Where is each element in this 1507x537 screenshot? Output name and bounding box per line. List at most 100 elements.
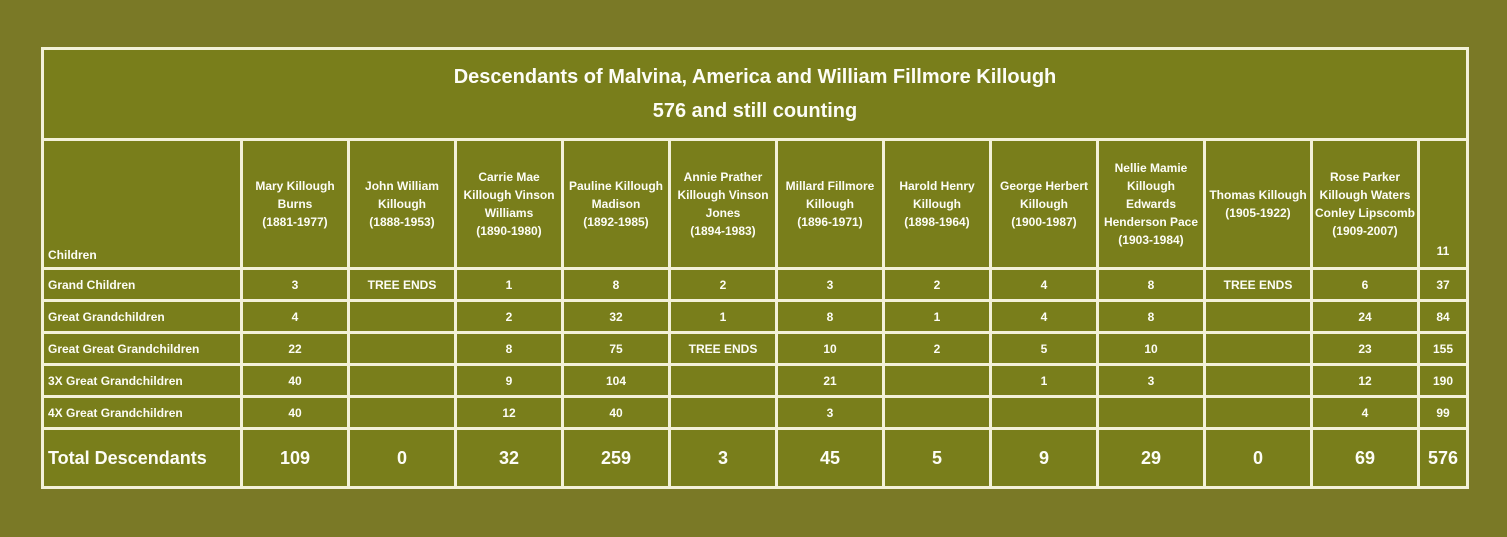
column-header-millard-fillmore: Millard Fillmore Killough (1896-1971) bbox=[778, 141, 882, 267]
cell-value bbox=[885, 398, 989, 427]
row-total: 190 bbox=[1420, 366, 1466, 395]
cell-value: 8 bbox=[564, 270, 668, 299]
cell-value bbox=[1206, 398, 1310, 427]
cell-value bbox=[350, 302, 454, 331]
row-total: 155 bbox=[1420, 334, 1466, 363]
cell-value: 1 bbox=[457, 270, 561, 299]
title-row: Descendants of Malvina, America and Will… bbox=[44, 50, 1466, 138]
person-name: Carrie Mae Killough Vinson Williams bbox=[463, 170, 555, 220]
cell-value: 259 bbox=[564, 430, 668, 486]
column-header-john-william: John William Killough (1888-1953) bbox=[350, 141, 454, 267]
person-dates: (1892-1985) bbox=[583, 215, 649, 229]
row-grand-children: Grand Children 3 TREE ENDS 1 8 2 3 2 4 8… bbox=[44, 270, 1466, 299]
person-dates: (1881-1977) bbox=[262, 215, 328, 229]
row-total-children: 11 bbox=[1420, 141, 1466, 267]
cell-value: 69 bbox=[1313, 430, 1417, 486]
cell-value: 1 bbox=[992, 366, 1096, 395]
person-dates: (1896-1971) bbox=[797, 215, 863, 229]
cell-value: 32 bbox=[564, 302, 668, 331]
row-label-children: Children bbox=[44, 141, 240, 267]
row-great-great-grandchildren: Great Great Grandchildren 22 8 75 TREE E… bbox=[44, 334, 1466, 363]
person-dates: (1903-1984) bbox=[1118, 233, 1184, 247]
cell-value: 22 bbox=[243, 334, 347, 363]
cell-value bbox=[350, 366, 454, 395]
person-name: Mary Killough Burns bbox=[255, 179, 335, 211]
cell-value bbox=[992, 398, 1096, 427]
cell-value: 4 bbox=[243, 302, 347, 331]
person-dates: (1888-1953) bbox=[369, 215, 435, 229]
cell-value: TREE ENDS bbox=[350, 270, 454, 299]
person-dates: (1900-1987) bbox=[1011, 215, 1077, 229]
cell-value: 75 bbox=[564, 334, 668, 363]
cell-value: 8 bbox=[1099, 302, 1203, 331]
cell-value bbox=[671, 366, 775, 395]
person-dates: (1898-1964) bbox=[904, 215, 970, 229]
column-header-thomas: Thomas Killough (1905-1922) bbox=[1206, 141, 1310, 267]
person-name: Annie Prather Killough Vinson Jones bbox=[677, 170, 769, 220]
cell-value bbox=[1099, 398, 1203, 427]
row-total: 99 bbox=[1420, 398, 1466, 427]
cell-value bbox=[885, 366, 989, 395]
grand-total: 576 bbox=[1420, 430, 1466, 486]
row-label: Total Descendants bbox=[44, 430, 240, 486]
cell-value: 40 bbox=[243, 366, 347, 395]
column-header-annie-prather: Annie Prather Killough Vinson Jones (189… bbox=[671, 141, 775, 267]
cell-value: 8 bbox=[778, 302, 882, 331]
table-subtitle: 576 and still counting bbox=[652, 100, 858, 122]
person-dates: (1890-1980) bbox=[476, 224, 542, 238]
column-header-rose-parker: Rose Parker Killough Waters Conley Lipsc… bbox=[1313, 141, 1417, 267]
table-title: Descendants of Malvina, America and Will… bbox=[453, 66, 1057, 88]
cell-value: 3 bbox=[778, 270, 882, 299]
table-title-cell: Descendants of Malvina, America and Will… bbox=[44, 50, 1466, 138]
cell-value: 109 bbox=[243, 430, 347, 486]
person-name: Thomas Killough bbox=[1209, 188, 1307, 202]
row-label: Great Grandchildren bbox=[44, 302, 240, 331]
cell-value: 10 bbox=[778, 334, 882, 363]
cell-value: 2 bbox=[885, 334, 989, 363]
cell-value: 0 bbox=[1206, 430, 1310, 486]
cell-value bbox=[1206, 302, 1310, 331]
column-header-harold-henry: Harold Henry Killough (1898-1964) bbox=[885, 141, 989, 267]
cell-value: 3 bbox=[1099, 366, 1203, 395]
cell-value: 40 bbox=[243, 398, 347, 427]
person-dates: (1894-1983) bbox=[690, 224, 756, 238]
header-row: Children Mary Killough Burns (1881-1977)… bbox=[44, 141, 1466, 267]
cell-value: 10 bbox=[1099, 334, 1203, 363]
column-header-nellie-mamie: Nellie Mamie Killough Edwards Henderson … bbox=[1099, 141, 1203, 267]
row-label: Great Great Grandchildren bbox=[44, 334, 240, 363]
cell-value: 6 bbox=[1313, 270, 1417, 299]
cell-value: 4 bbox=[1313, 398, 1417, 427]
cell-value: TREE ENDS bbox=[671, 334, 775, 363]
cell-value: 8 bbox=[457, 334, 561, 363]
cell-value: 5 bbox=[885, 430, 989, 486]
column-header-carrie-mae: Carrie Mae Killough Vinson Williams (189… bbox=[457, 141, 561, 267]
cell-value: 104 bbox=[564, 366, 668, 395]
row-3x-great-grandchildren: 3X Great Grandchildren 40 9 104 21 1 3 1… bbox=[44, 366, 1466, 395]
cell-value bbox=[350, 334, 454, 363]
column-header-george-herbert: George Herbert Killough (1900-1987) bbox=[992, 141, 1096, 267]
cell-value: 21 bbox=[778, 366, 882, 395]
cell-value: 8 bbox=[1099, 270, 1203, 299]
cell-value: 9 bbox=[992, 430, 1096, 486]
row-label: 3X Great Grandchildren bbox=[44, 366, 240, 395]
cell-value: 3 bbox=[671, 430, 775, 486]
cell-value: 2 bbox=[671, 270, 775, 299]
cell-value: 2 bbox=[885, 270, 989, 299]
cell-value: 29 bbox=[1099, 430, 1203, 486]
person-name: Rose Parker Killough Waters Conley Lipsc… bbox=[1315, 170, 1416, 220]
person-dates: (1909-2007) bbox=[1332, 224, 1398, 238]
cell-value: 40 bbox=[564, 398, 668, 427]
row-total: 37 bbox=[1420, 270, 1466, 299]
row-total: 84 bbox=[1420, 302, 1466, 331]
column-header-pauline: Pauline Killough Madison (1892-1985) bbox=[564, 141, 668, 267]
cell-value bbox=[671, 398, 775, 427]
cell-value: 23 bbox=[1313, 334, 1417, 363]
person-name: Nellie Mamie Killough Edwards Henderson … bbox=[1103, 161, 1199, 229]
cell-value: 45 bbox=[778, 430, 882, 486]
person-name: Pauline Killough Madison bbox=[568, 179, 663, 211]
row-total-descendants: Total Descendants 109 0 32 259 3 45 5 9 … bbox=[44, 430, 1466, 486]
person-name: Millard Fillmore Killough bbox=[785, 179, 875, 211]
person-name: George Herbert Killough bbox=[999, 179, 1089, 211]
cell-value bbox=[1206, 366, 1310, 395]
person-name: John William Killough bbox=[365, 179, 439, 211]
